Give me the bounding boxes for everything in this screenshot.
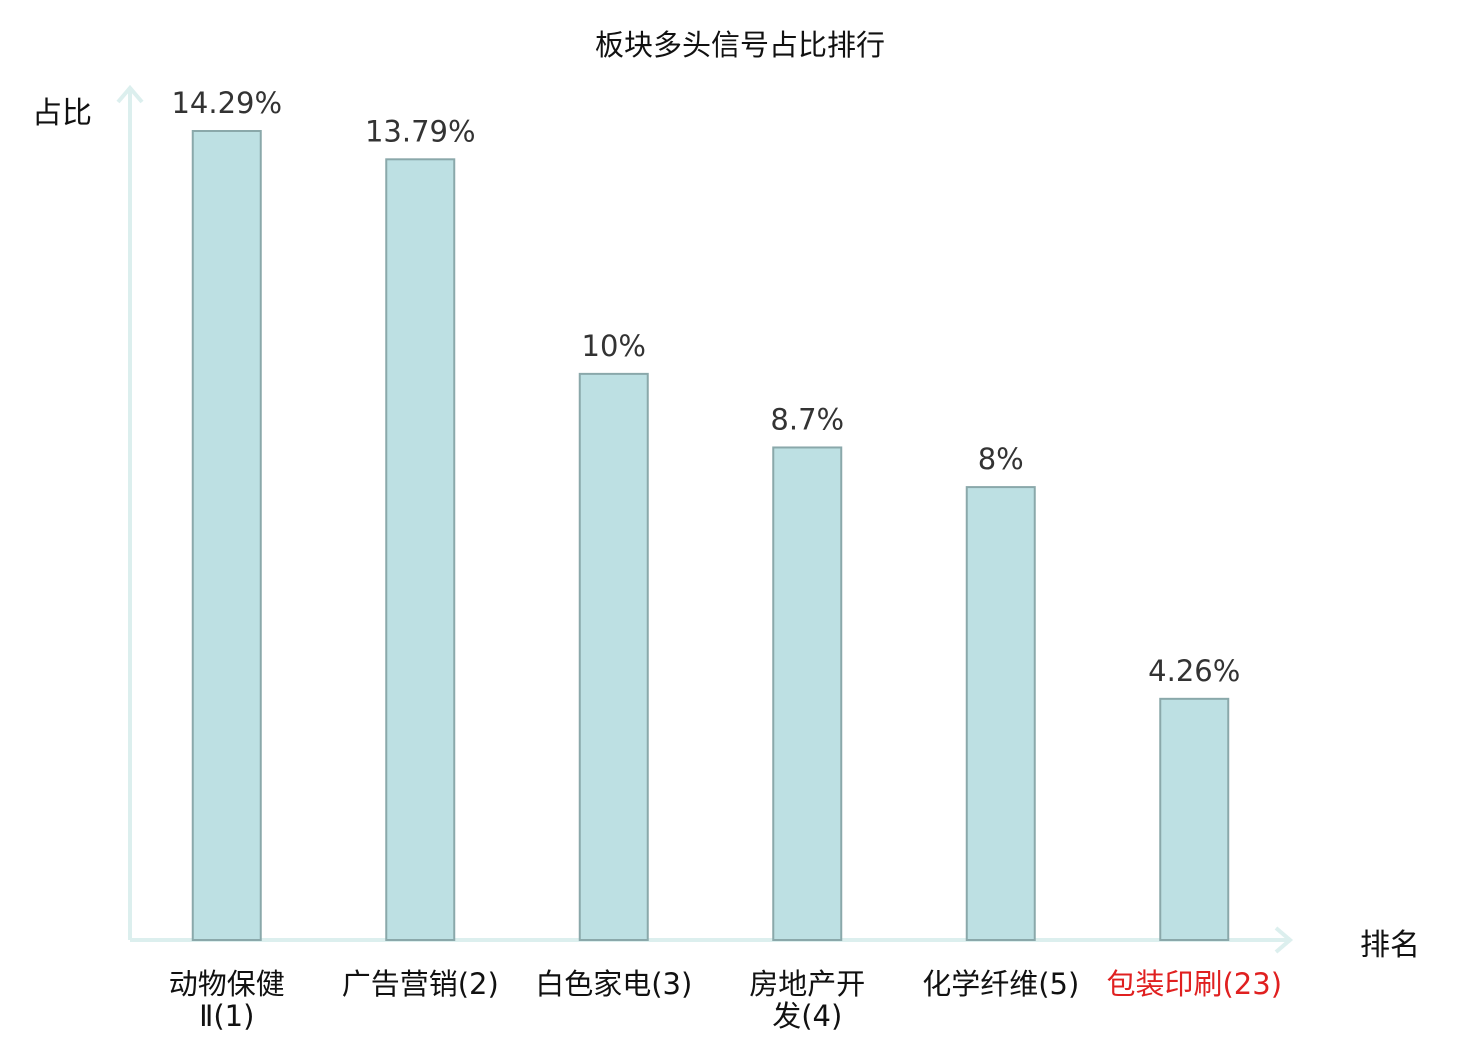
category-label-2: 广告营销(2) [342, 967, 499, 1001]
x-axis-arrow [1274, 926, 1294, 954]
category-label-5: 化学纤维(5) [922, 967, 1079, 1001]
value-label-2: 13.79% [365, 114, 476, 148]
chart-title: 板块多头信号占比排行 [594, 28, 885, 62]
x-axis-label: 排名 [1360, 928, 1420, 963]
y-axis-arrow [116, 84, 144, 104]
bar-4 [772, 446, 843, 941]
category-label-4-line-1: 房地产开 [749, 967, 865, 1001]
bar-1 [191, 130, 262, 941]
y-axis-label: 占比 [32, 96, 92, 131]
category-label-3: 白色家电(3) [535, 967, 692, 1001]
value-label-1: 14.29% [171, 86, 282, 120]
value-label-3: 10% [582, 329, 646, 363]
value-label-4: 8.7% [770, 402, 844, 436]
bar-5 [965, 486, 1036, 941]
category-label-1-line-1: 动物保健 [169, 967, 285, 1001]
bar-3 [578, 372, 649, 942]
value-label-6: 4.26% [1148, 654, 1240, 688]
value-label-5: 8% [978, 442, 1024, 476]
category-label-6: 包装印刷(23) [1106, 967, 1282, 1001]
bar-2 [385, 158, 456, 941]
category-label-1-line-2: Ⅱ(1) [199, 999, 254, 1033]
bar-6 [1159, 697, 1230, 941]
category-label-4-line-2: 发(4) [772, 999, 842, 1033]
